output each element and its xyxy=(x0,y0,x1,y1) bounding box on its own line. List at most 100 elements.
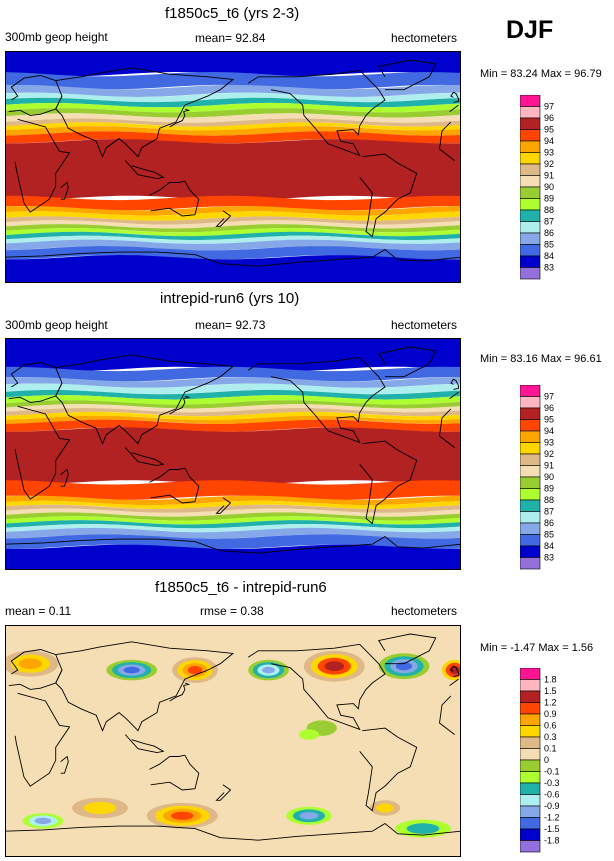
contour-band xyxy=(5,404,461,413)
coastline-group xyxy=(5,59,461,267)
colorbar-tick-label: 94 xyxy=(544,136,554,146)
colorbar-box xyxy=(520,840,541,853)
colorbar-box xyxy=(520,702,541,715)
contour-band xyxy=(5,246,461,260)
contour-band xyxy=(5,216,461,225)
coastline-path xyxy=(247,356,386,444)
panel-3-rmse-label: rmse = 0.38 xyxy=(200,604,264,618)
coastline-path xyxy=(55,67,235,158)
contour-band xyxy=(5,527,461,539)
colorbar-tick-label: 1.8 xyxy=(544,675,557,685)
coastline-path xyxy=(169,682,191,702)
contour-band xyxy=(5,504,461,513)
colorbar-box xyxy=(520,476,541,489)
colorbar-box xyxy=(520,129,541,142)
season-label: DJF xyxy=(506,16,554,44)
anomaly-contour xyxy=(324,661,344,672)
anomaly-contour xyxy=(376,803,394,813)
panel-2-map xyxy=(5,338,461,570)
colorbar-tick-label: 92 xyxy=(544,159,554,169)
contour-band xyxy=(5,524,461,533)
coastline-path xyxy=(450,665,459,678)
colorbar-box xyxy=(520,267,541,280)
coastline-path xyxy=(215,497,232,514)
panel-1-map xyxy=(5,51,461,283)
contour-band xyxy=(5,544,461,570)
contour-band xyxy=(5,500,461,509)
anomaly-contour xyxy=(171,811,194,820)
colorbar-tick-label: 83 xyxy=(544,263,554,273)
colorbar-tick-label: -0.6 xyxy=(544,790,560,800)
colorbar-tick-label: 88 xyxy=(544,205,554,215)
coastline-group xyxy=(5,633,461,841)
contour-band xyxy=(5,126,461,136)
contour-band xyxy=(5,228,461,237)
contour-band xyxy=(5,400,461,409)
colorbar-tick-label: -0.1 xyxy=(544,767,560,777)
coastline-path xyxy=(5,248,461,267)
coastline-path xyxy=(149,467,200,504)
colorbar-tick-label: 88 xyxy=(544,495,554,505)
colorbar-tick-label: 0.1 xyxy=(544,744,557,754)
panel-3-title: f1850c5_t6 - intrepid-run6 xyxy=(155,579,327,596)
coastline-path xyxy=(215,210,232,227)
contour-band xyxy=(5,415,461,424)
contour-band xyxy=(5,480,461,500)
colorbar-box xyxy=(520,465,541,478)
colorbar-box xyxy=(520,186,541,199)
colorbar-tick-label: 84 xyxy=(544,541,554,551)
colorbar-box xyxy=(520,244,541,257)
colorbar-box xyxy=(520,759,541,772)
colorbar-tick-label: 94 xyxy=(544,426,554,436)
anomaly-contour xyxy=(262,666,275,674)
panel-3-mean-label: mean = 0.11 xyxy=(5,604,72,618)
colorbar-tick-label: -1.5 xyxy=(544,824,560,834)
colorbar-tick-label: 85 xyxy=(544,240,554,250)
colorbar-box xyxy=(520,232,541,245)
map-frame xyxy=(5,338,461,570)
coastline-path xyxy=(60,181,69,200)
contour-band xyxy=(5,411,461,421)
colorbar-box xyxy=(520,407,541,420)
coastline-path xyxy=(377,633,437,665)
panel-1-minmax: Min = 83.24 Max = 96.79 xyxy=(480,68,602,80)
panel-2-left-label: 300mb geop height xyxy=(5,318,108,332)
coastline-path xyxy=(450,91,459,104)
colorbar-box xyxy=(520,771,541,784)
colorbar-box xyxy=(520,419,541,432)
colorbar-tick-label: 86 xyxy=(544,228,554,238)
contour-band xyxy=(5,231,461,241)
map-frame xyxy=(5,625,461,857)
colorbar-box xyxy=(520,511,541,524)
colorbar-tick-label: 0.9 xyxy=(544,709,557,719)
panel-1-mean-label: mean= 92.84 xyxy=(195,31,266,45)
colorbar-box xyxy=(520,545,541,558)
coastline-path xyxy=(55,641,235,732)
coastline-path xyxy=(55,354,235,445)
contour-band xyxy=(5,84,461,97)
colorbar-box xyxy=(520,725,541,738)
colorbar-tick-label: 92 xyxy=(544,449,554,459)
contour-band xyxy=(5,395,461,405)
coastline-path xyxy=(60,468,69,487)
panel-1-units-label: hectometers xyxy=(391,31,458,45)
colorbar-tick-label: 89 xyxy=(544,194,554,204)
colorbar-tick-label: 86 xyxy=(544,518,554,528)
coastline-path xyxy=(124,160,165,180)
panel-3-units-label: hectometers xyxy=(391,604,458,618)
anomaly-contour xyxy=(299,812,319,820)
panel-2-mean-label: mean= 92.73 xyxy=(195,318,266,332)
colorbar-box xyxy=(520,209,541,222)
colorbar-box xyxy=(520,163,541,176)
colorbar-tick-label: 91 xyxy=(544,171,554,181)
coastline-path xyxy=(450,378,459,391)
colorbar-tick-label: 91 xyxy=(544,461,554,471)
contour-band xyxy=(5,419,461,432)
colorbar-box xyxy=(520,736,541,749)
colorbar-tick-label: 87 xyxy=(544,507,554,517)
colorbar-tick-label: 0.6 xyxy=(544,721,557,731)
map-frame xyxy=(5,51,461,283)
colorbar-box xyxy=(520,782,541,795)
